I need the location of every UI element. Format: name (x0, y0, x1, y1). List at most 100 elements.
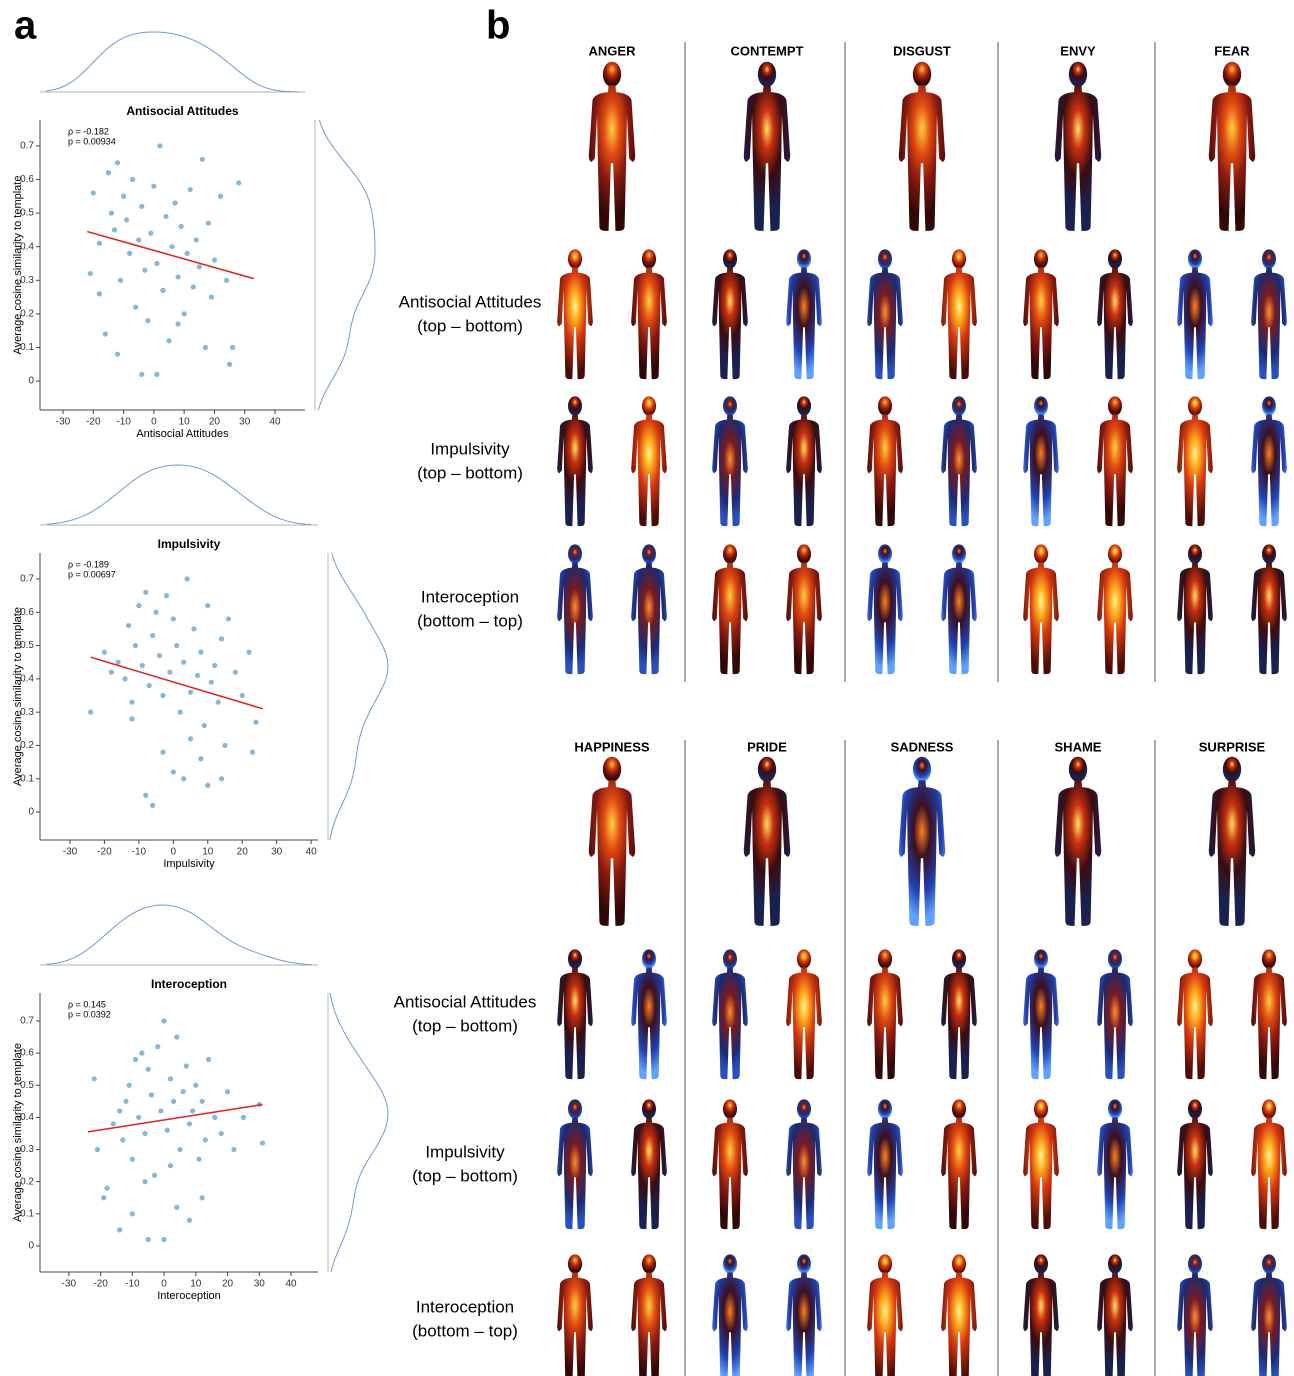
point (139, 662, 145, 669)
y-tick-label: 0.4 (20, 673, 34, 684)
body-map (631, 1254, 667, 1376)
point (158, 1108, 164, 1114)
y-tick-label: 0.7 (20, 141, 34, 152)
x-axis-label: Interoception (157, 1290, 221, 1302)
point (172, 200, 178, 206)
body-map (557, 396, 593, 527)
point (224, 1089, 231, 1095)
body-map (1054, 61, 1102, 231)
body-map (867, 544, 903, 675)
y-density (317, 119, 376, 411)
point (101, 1195, 107, 1201)
row-label: (top – bottom) (417, 316, 523, 335)
point (190, 1108, 196, 1114)
point (184, 576, 190, 582)
body-map (557, 949, 593, 1080)
point (126, 1082, 132, 1088)
point (145, 1066, 151, 1072)
x-tick-label: 20 (237, 847, 249, 858)
y-tick-label: 0 (28, 807, 34, 818)
point (202, 344, 208, 351)
point (105, 170, 112, 176)
body-map (898, 756, 946, 926)
point (108, 669, 114, 675)
body-map (1097, 544, 1133, 675)
body-map (631, 249, 667, 380)
x-tick-label: -10 (116, 417, 131, 428)
emotion-header: SHAME (1055, 739, 1102, 754)
y-tick-label: 0.6 (20, 607, 34, 618)
y-tick-label: 0 (28, 1241, 34, 1252)
point (205, 782, 211, 788)
body-map (1251, 396, 1287, 527)
body-map (712, 1254, 748, 1376)
point (163, 593, 170, 599)
body-map (786, 949, 822, 1080)
point (170, 769, 176, 775)
point (167, 1076, 174, 1082)
row-label: (bottom – top) (412, 1321, 518, 1340)
annotation: ρ = -0.189 (68, 559, 109, 569)
point (129, 716, 135, 722)
point (231, 1146, 237, 1153)
body-map (867, 249, 903, 380)
point (246, 649, 252, 655)
point (90, 190, 96, 196)
point (117, 1227, 123, 1233)
body-map (1251, 249, 1287, 380)
point (218, 636, 225, 642)
point (175, 274, 181, 280)
point (163, 213, 169, 220)
body-map (867, 396, 903, 527)
x-tick-label: 10 (202, 847, 214, 858)
row-label: (top – bottom) (412, 1166, 518, 1185)
x-density (45, 31, 299, 93)
point (139, 1050, 145, 1056)
point (190, 284, 196, 290)
body-map (631, 544, 667, 675)
point (215, 699, 221, 705)
point (230, 344, 236, 351)
point (199, 1098, 205, 1104)
point (102, 331, 109, 337)
point (175, 321, 181, 327)
chart-title: Antisocial Attitudes (126, 104, 239, 118)
x-tick-label: 30 (239, 417, 251, 428)
x-tick-label: -10 (132, 847, 147, 858)
point (104, 1185, 110, 1191)
fit-line (90, 656, 264, 710)
fit-line (87, 230, 255, 280)
point (132, 1056, 139, 1063)
point (180, 1089, 186, 1095)
body-map (786, 1254, 822, 1376)
point (145, 1236, 151, 1243)
point (129, 1211, 135, 1217)
x-tick-label: -30 (62, 1279, 77, 1290)
point (101, 649, 108, 655)
body-map (1054, 756, 1102, 926)
point (208, 294, 215, 300)
point (154, 260, 160, 267)
x-density (46, 904, 312, 966)
point (150, 802, 156, 808)
body-map (1208, 61, 1256, 231)
point (87, 270, 93, 277)
point (94, 1146, 101, 1153)
body-map (1023, 249, 1059, 380)
point (202, 1137, 208, 1143)
y-tick-label: 0.7 (20, 574, 34, 585)
point (174, 1204, 180, 1210)
body-map (867, 1254, 903, 1376)
point (88, 709, 94, 715)
point (205, 1056, 212, 1063)
point (181, 311, 187, 317)
x-tick-label: -20 (97, 847, 112, 858)
point (160, 692, 166, 699)
body-map (867, 949, 903, 1080)
point (129, 1156, 135, 1162)
x-tick-label: -20 (93, 1279, 108, 1290)
point (187, 689, 194, 695)
body-map (743, 61, 791, 231)
body-map (1251, 949, 1287, 1080)
y-density (329, 552, 389, 841)
